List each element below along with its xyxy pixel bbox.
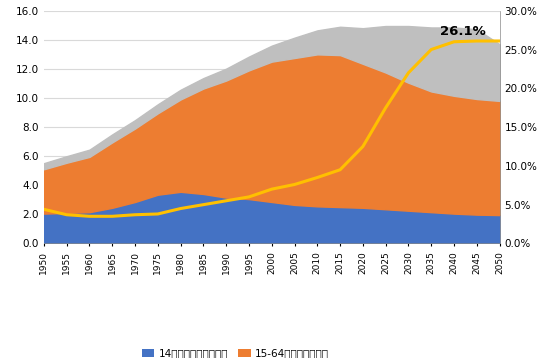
Legend: 14岁以下人口（亿人）, 65岁以上人口（亿人）, 15-64岁人口（亿人）, 高龄化率: 14岁以下人口（亿人）, 65岁以上人口（亿人）, 15-64岁人口（亿人）, … [137, 344, 333, 358]
Text: 26.1%: 26.1% [440, 25, 486, 38]
